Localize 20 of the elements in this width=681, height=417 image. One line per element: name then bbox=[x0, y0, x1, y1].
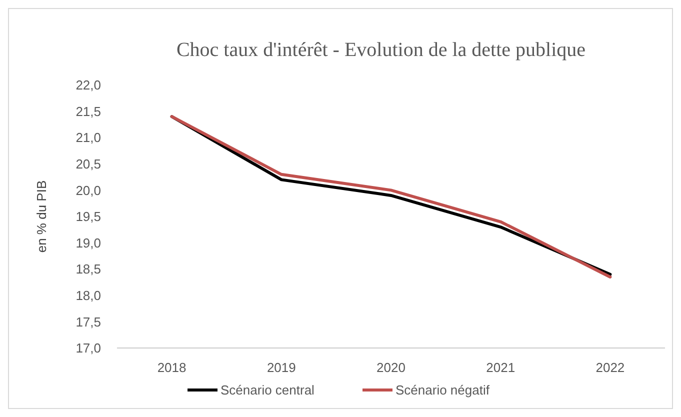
y-tick-label: 18,0 bbox=[76, 288, 101, 303]
chart-title: Choc taux d'intérêt - Evolution de la dette publique bbox=[176, 39, 586, 61]
y-tick-label: 18,5 bbox=[76, 262, 101, 277]
y-tick-label: 17,0 bbox=[76, 340, 101, 356]
x-tick-label: 2020 bbox=[376, 360, 406, 375]
y-tick-label: 20,5 bbox=[76, 156, 101, 172]
y-tick-label: 17,5 bbox=[76, 314, 101, 330]
y-axis-title: en % du PIB bbox=[34, 180, 49, 253]
x-tick-label: 2019 bbox=[266, 360, 296, 375]
y-tick-label: 19,0 bbox=[76, 235, 101, 250]
y-tick-label: 21,0 bbox=[76, 130, 101, 146]
y-tick-label: 21,5 bbox=[76, 104, 101, 119]
x-tick-label: 2021 bbox=[486, 360, 516, 375]
y-tick-label: 20,0 bbox=[76, 182, 101, 198]
x-tick-label: 2018 bbox=[157, 360, 186, 375]
legend-label: Scénario négatif bbox=[396, 382, 490, 398]
y-tick-label: 22,0 bbox=[76, 78, 101, 93]
legend-label: Scénario central bbox=[220, 382, 315, 398]
y-tick-label: 19,5 bbox=[76, 209, 101, 224]
x-tick-label: 2022 bbox=[596, 360, 625, 375]
